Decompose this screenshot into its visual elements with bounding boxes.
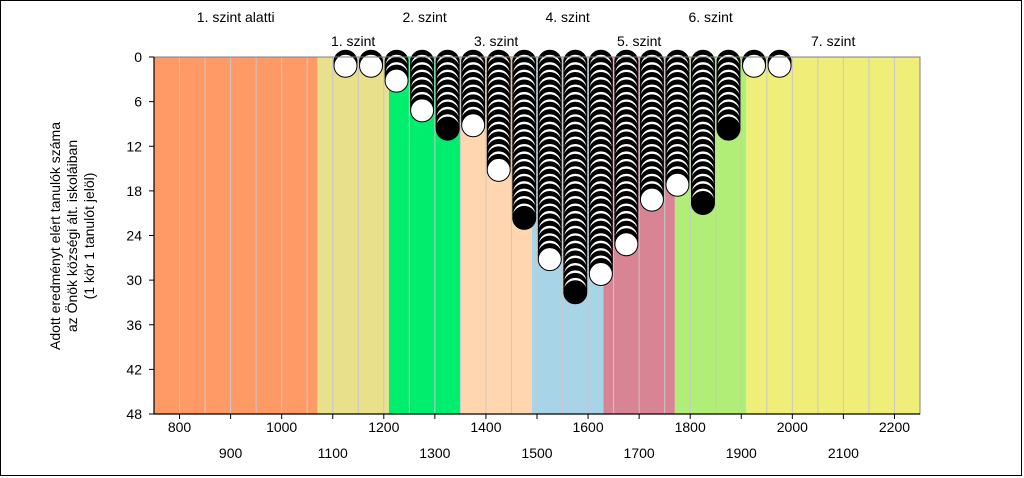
y-tick-label: 12	[126, 138, 142, 154]
student-dot	[384, 68, 409, 93]
x-tick-label-upper: 1800	[675, 419, 706, 435]
x-tick-label-upper: 2000	[777, 419, 808, 435]
student-dot-shadow	[563, 280, 588, 305]
x-tick-label-upper: 1000	[266, 419, 297, 435]
student-dot	[665, 172, 690, 197]
y-axis-label: Adott eredményt elért tanulók száma az Ön…	[47, 122, 97, 350]
x-tick-label-lower: 1100	[318, 445, 348, 461]
student-dot	[588, 261, 613, 286]
student-dot-shadow	[690, 191, 715, 216]
x-tick-labels: 800 1000 1200 1400 1600 1800 2000 2200 900 1100 13…	[168, 419, 910, 461]
x-tick-label-lower: 2100	[828, 445, 859, 461]
x-tick-label-upper: 800	[168, 419, 192, 435]
y-tick-label: 36	[126, 317, 142, 333]
student-dot	[359, 53, 384, 78]
student-dot-shadow	[435, 116, 460, 141]
student-dot	[639, 187, 664, 212]
y-tick-label: 30	[126, 272, 142, 288]
student-dot	[461, 113, 486, 138]
x-tick-label-upper: 2200	[879, 419, 910, 435]
level-band-2	[317, 57, 389, 414]
y-tick-label: 18	[126, 183, 142, 199]
level-label: 5. szint	[617, 33, 661, 49]
level-labels: 1. szint alatti 1. szint 2. szint 3. szint 4…	[197, 9, 856, 49]
level-label: 1. szint alatti	[197, 9, 275, 25]
student-dot	[537, 247, 562, 272]
student-dot-shadow	[512, 205, 537, 230]
student-dot	[486, 157, 511, 182]
level-band-8	[746, 57, 920, 414]
student-dots	[333, 49, 792, 305]
y-tick-label: 42	[126, 361, 142, 377]
level-band-1	[154, 57, 318, 414]
level-label: 2. szint	[402, 9, 446, 25]
y-tick-labels: 0 6 12 18 24 30 36 42 48	[126, 49, 142, 422]
student-dot	[614, 232, 639, 257]
x-tick-label-lower: 1700	[624, 445, 655, 461]
student-dot	[742, 53, 767, 78]
x-tick-label-lower: 1900	[726, 445, 757, 461]
y-tick-label: 48	[126, 406, 142, 422]
level-label: 7. szint	[811, 33, 855, 49]
x-tick-label-upper: 1200	[368, 419, 399, 435]
y-axis-title: Adott eredményt elért tanulók száma az Ön…	[47, 122, 97, 350]
level-label: 3. szint	[474, 33, 518, 49]
y-tick-label: 0	[134, 49, 142, 65]
y-axis-label-line: az Önök községi ált. iskoláiban	[63, 140, 80, 332]
y-tick-label: 24	[126, 228, 142, 244]
y-axis-label-line: Adott eredményt elért tanulók száma	[47, 122, 63, 350]
x-tick-label-lower: 1300	[419, 445, 450, 461]
x-tick-label-lower: 1500	[521, 445, 552, 461]
y-tick-label: 6	[134, 94, 142, 110]
y-axis-label-line: (1 kör 1 tanulót jelöl)	[81, 173, 97, 300]
level-label: 1. szint	[331, 33, 375, 49]
x-tick-label-lower: 900	[219, 445, 243, 461]
student-dot	[767, 53, 792, 78]
student-dot	[333, 53, 358, 78]
level-label: 4. szint	[545, 9, 589, 25]
student-dot	[410, 98, 435, 123]
student-dot-shadow	[716, 116, 741, 141]
x-tick-label-upper: 1600	[572, 419, 603, 435]
level-label: 6. szint	[688, 9, 732, 25]
axes	[149, 56, 921, 419]
vertical-gridlines	[179, 57, 895, 414]
x-tick-label-upper: 1400	[470, 419, 501, 435]
